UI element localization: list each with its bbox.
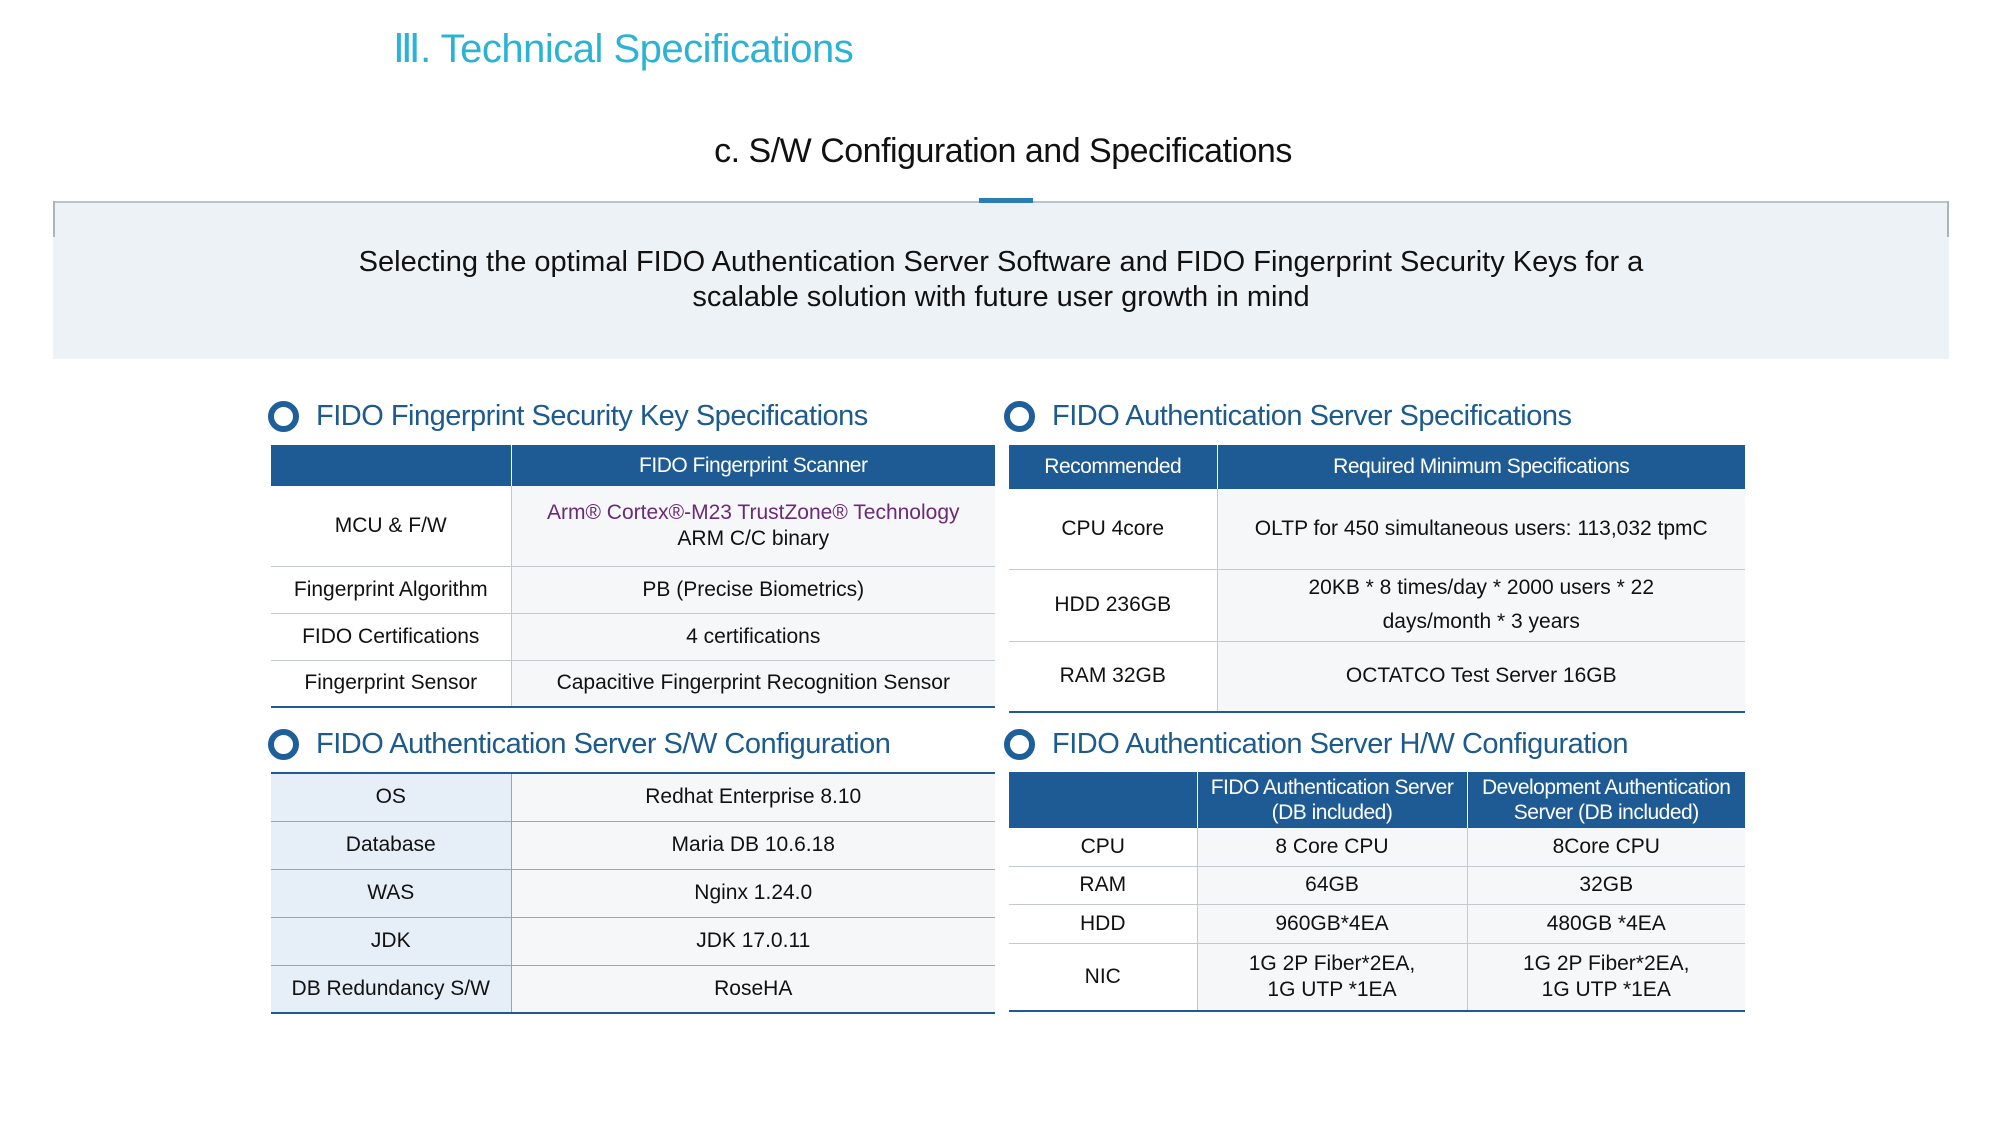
row-value: 960GB*4EA: [1197, 904, 1468, 944]
row-value: Capacitive Fingerprint Recognition Senso…: [511, 660, 995, 708]
row-value: 32GB: [1467, 866, 1745, 905]
row-label: NIC: [1009, 943, 1198, 1012]
key-specs-table: FIDO Fingerprint Scanner MCU & F/W Arm® …: [271, 445, 995, 708]
row-value: 1G 2P Fiber*2EA, 1G UTP *1EA: [1467, 943, 1745, 1012]
circle-bullet-icon: [1004, 401, 1035, 432]
hw-config-heading-text: FIDO Authentication Server H/W Configura…: [1052, 728, 1628, 760]
row-label: CPU: [1009, 828, 1198, 867]
table-row: WAS Nginx 1.24.0: [271, 869, 995, 918]
key-specs-heading: FIDO Fingerprint Security Key Specificat…: [268, 400, 868, 433]
mcu-value-line-2: ARM C/C binary: [677, 526, 830, 550]
header-line-1: Development Authentication: [1481, 776, 1731, 799]
nic-line-1: 1G 2P Fiber*2EA,: [1248, 951, 1416, 975]
table-header-cell: FIDO Authentication Server (DB included): [1197, 772, 1468, 828]
row-label: RAM 32GB: [1009, 641, 1218, 713]
header-line-2: Server (DB included): [1513, 801, 1699, 824]
row-value: 4 certifications: [511, 613, 995, 661]
row-value: 8Core CPU: [1467, 828, 1745, 867]
row-label: DB Redundancy S/W: [271, 965, 512, 1014]
table-header-cell: Required Minimum Specifications: [1217, 445, 1745, 489]
row-label: WAS: [271, 869, 512, 918]
row-label: CPU 4core: [1009, 489, 1218, 570]
table-row: JDK JDK 17.0.11: [271, 917, 995, 966]
table-row: HDD 236GB 20KB * 8 times/day * 2000 user…: [1009, 569, 1745, 642]
banner-accent-bar: [979, 198, 1033, 203]
banner-right-tick: [1947, 201, 1949, 237]
row-label: OS: [271, 772, 512, 822]
server-specs-heading-text: FIDO Authentication Server Specification…: [1052, 400, 1572, 432]
row-label: MCU & F/W: [271, 486, 512, 567]
header-line-1: FIDO Authentication Server: [1210, 776, 1454, 799]
row-value-line-1: 20KB * 8 times/day * 2000 users * 22: [1308, 576, 1655, 599]
row-value: Maria DB 10.6.18: [511, 821, 995, 870]
table-row: HDD 960GB*4EA 480GB *4EA: [1009, 904, 1745, 944]
hw-config-heading: FIDO Authentication Server H/W Configura…: [1004, 728, 1628, 761]
row-label: JDK: [271, 917, 512, 966]
table-row: RAM 32GB OCTATCO Test Server 16GB: [1009, 641, 1745, 713]
table-row: CPU 8 Core CPU 8Core CPU: [1009, 828, 1745, 867]
row-label: RAM: [1009, 866, 1198, 905]
row-value: 1G 2P Fiber*2EA, 1G UTP *1EA: [1197, 943, 1468, 1012]
row-value: RoseHA: [511, 965, 995, 1014]
banner-text-line-1: Selecting the optimal FIDO Authenticatio…: [358, 246, 1644, 278]
table-header-cell: Recommended: [1009, 445, 1218, 489]
table-row: NIC 1G 2P Fiber*2EA, 1G UTP *1EA 1G 2P F…: [1009, 943, 1745, 1012]
nic-line-2: 1G UTP *1EA: [1267, 977, 1397, 1001]
server-specs-table: Recommended Required Minimum Specificati…: [1009, 445, 1745, 713]
row-value: Redhat Enterprise 8.10: [511, 772, 995, 822]
circle-bullet-icon: [268, 729, 299, 760]
table-row: CPU 4core OLTP for 450 simultaneous user…: [1009, 489, 1745, 570]
table-header-cell: FIDO Fingerprint Scanner: [511, 445, 995, 486]
banner-left-tick: [53, 201, 55, 237]
sw-config-heading: FIDO Authentication Server S/W Configura…: [268, 728, 891, 761]
sw-config-heading-text: FIDO Authentication Server S/W Configura…: [316, 728, 891, 760]
nic-line-1: 1G 2P Fiber*2EA,: [1522, 951, 1690, 975]
row-value: 480GB *4EA: [1467, 904, 1745, 944]
hw-config-table: FIDO Authentication Server (DB included)…: [1009, 772, 1745, 1012]
table-header-row: Recommended Required Minimum Specificati…: [1009, 445, 1745, 489]
table-row: Fingerprint Algorithm PB (Precise Biomet…: [271, 566, 995, 614]
row-value: JDK 17.0.11: [511, 917, 995, 966]
table-row: MCU & F/W Arm® Cortex®-M23 TrustZone® Te…: [271, 486, 995, 567]
table-header-cell: [271, 445, 512, 486]
banner-text: Selecting the optimal FIDO Authenticatio…: [53, 245, 1949, 315]
row-value: 8 Core CPU: [1197, 828, 1468, 867]
row-value: 20KB * 8 times/day * 2000 users * 22 day…: [1217, 569, 1745, 642]
page-subtitle: c. S/W Configuration and Specifications: [714, 132, 1292, 170]
table-header-row: FIDO Fingerprint Scanner: [271, 445, 995, 486]
table-row: RAM 64GB 32GB: [1009, 866, 1745, 905]
row-label: HDD: [1009, 904, 1198, 944]
table-row: DB Redundancy S/W RoseHA: [271, 965, 995, 1014]
row-value: Arm® Cortex®-M23 TrustZone® Technology A…: [511, 486, 995, 567]
section-title: Ⅲ. Technical Specifications: [393, 27, 854, 71]
row-label: Database: [271, 821, 512, 870]
row-label: Fingerprint Algorithm: [271, 566, 512, 614]
circle-bullet-icon: [268, 401, 299, 432]
row-value-line-2: days/month * 3 years: [1382, 610, 1580, 633]
server-specs-heading: FIDO Authentication Server Specification…: [1004, 400, 1572, 433]
table-header-cell: [1009, 772, 1198, 828]
sw-config-table: OS Redhat Enterprise 8.10 Database Maria…: [271, 772, 995, 1014]
mcu-value-line-1: Arm® Cortex®-M23 TrustZone® Technology: [546, 500, 960, 524]
row-label: Fingerprint Sensor: [271, 660, 512, 708]
key-specs-heading-text: FIDO Fingerprint Security Key Specificat…: [316, 400, 868, 432]
circle-bullet-icon: [1004, 729, 1035, 760]
table-row: OS Redhat Enterprise 8.10: [271, 772, 995, 822]
row-label: FIDO Certifications: [271, 613, 512, 661]
table-header-row: FIDO Authentication Server (DB included)…: [1009, 772, 1745, 828]
header-line-2: (DB included): [1271, 801, 1393, 824]
row-value: OCTATCO Test Server 16GB: [1217, 641, 1745, 713]
nic-line-2: 1G UTP *1EA: [1541, 977, 1671, 1001]
row-value: OLTP for 450 simultaneous users: 113,032…: [1217, 489, 1745, 570]
row-value: 64GB: [1197, 866, 1468, 905]
table-row: Fingerprint Sensor Capacitive Fingerprin…: [271, 660, 995, 708]
table-header-cell: Development Authentication Server (DB in…: [1467, 772, 1745, 828]
banner-text-line-2: scalable solution with future user growt…: [692, 281, 1310, 313]
row-label: HDD 236GB: [1009, 569, 1218, 642]
row-value: Nginx 1.24.0: [511, 869, 995, 918]
table-row: Database Maria DB 10.6.18: [271, 821, 995, 870]
table-row: FIDO Certifications 4 certifications: [271, 613, 995, 661]
row-value: PB (Precise Biometrics): [511, 566, 995, 614]
